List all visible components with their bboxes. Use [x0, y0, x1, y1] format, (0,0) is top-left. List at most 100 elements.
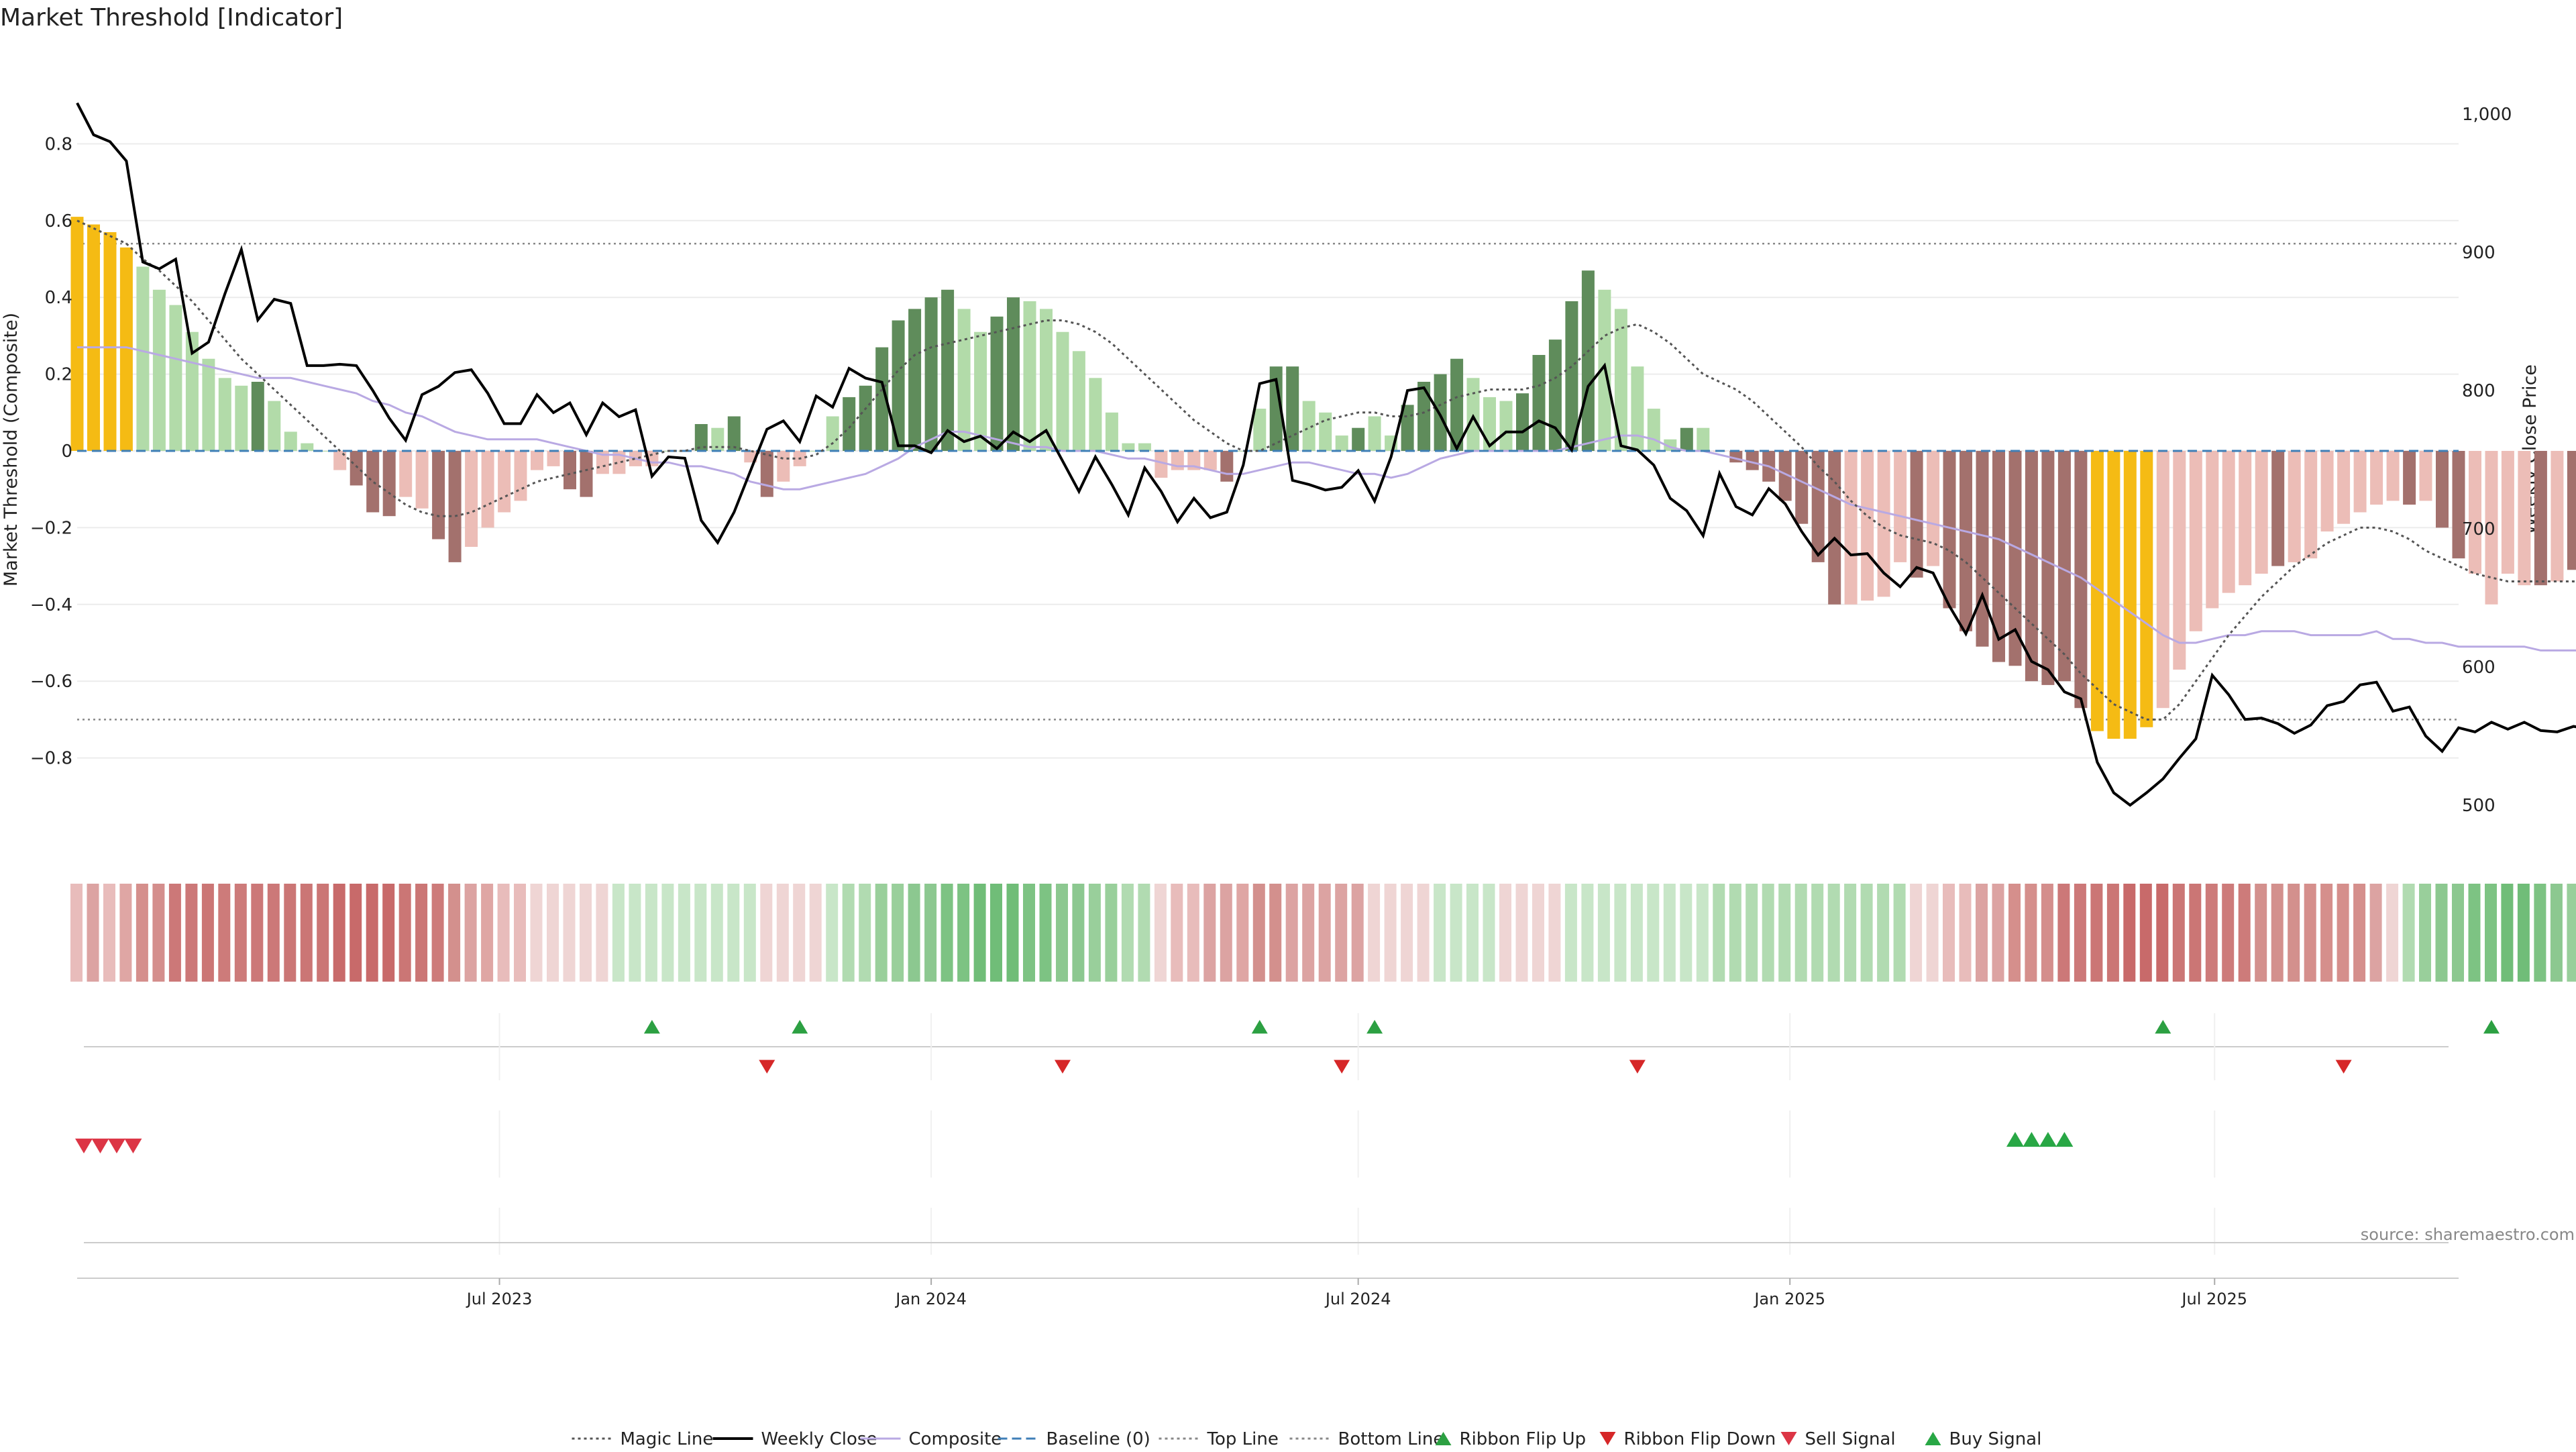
ribbon-cell — [2008, 884, 2021, 982]
signals — [75, 1132, 2449, 1243]
ribbon-cell — [760, 884, 772, 982]
ribbon-cell — [711, 884, 723, 982]
ribbon-cell — [103, 884, 115, 982]
ribbon-cell — [1647, 884, 1659, 982]
ribbon-cell — [1697, 884, 1709, 982]
composite-bar — [482, 451, 494, 527]
ribbon-cell — [1319, 884, 1331, 982]
ribbon-cell — [317, 884, 329, 982]
composite-bar — [2074, 451, 2087, 708]
composite-bar — [547, 451, 560, 466]
composite-bar — [498, 451, 511, 513]
y2-tick-label: 1,000 — [2462, 105, 2512, 125]
composite-bar — [1057, 332, 1069, 451]
composite-bar — [1286, 366, 1299, 451]
composite-bar — [2124, 451, 2137, 739]
ribbon-cell — [1894, 884, 1906, 982]
ribbon-cell — [2469, 884, 2481, 982]
ribbon-cell — [2386, 884, 2398, 982]
ribbon-cell — [2189, 884, 2201, 982]
composite-bar — [974, 332, 987, 451]
ribbon-flip-down-marker — [2336, 1060, 2352, 1074]
composite-bar — [268, 401, 280, 451]
composite-bar — [416, 451, 429, 509]
ribbon-cell — [694, 884, 706, 982]
ribbon-cell — [2485, 884, 2497, 982]
ribbon-cell — [1992, 884, 2004, 982]
legend-label: Composite — [909, 1429, 1002, 1449]
ribbon-cell — [826, 884, 838, 982]
x-tick-label: Jan 2024 — [894, 1290, 967, 1308]
ribbon-cell — [1532, 884, 1544, 982]
ribbon-cell — [1680, 884, 1692, 982]
ribbon-cell — [2255, 884, 2267, 982]
composite-bar — [71, 217, 84, 451]
composite-bar — [2025, 451, 2038, 681]
ribbon-cell — [1385, 884, 1397, 982]
ribbon-cell — [1450, 884, 1462, 982]
composite-bar — [1220, 451, 1233, 482]
composite-bar — [2551, 451, 2563, 582]
composite-bar — [465, 451, 478, 547]
composite-bar — [1976, 451, 1989, 647]
composite-bar — [1319, 413, 1332, 451]
ribbon-cell — [268, 884, 280, 982]
ribbon-cell — [1844, 884, 1856, 982]
composite-bar — [2157, 451, 2169, 708]
ribbon-cell — [1664, 884, 1676, 982]
ribbon-flip-up-marker — [2483, 1020, 2500, 1033]
composite-bar — [2337, 451, 2350, 524]
y2-tick-label: 500 — [2462, 796, 2496, 816]
ribbon-cell — [1548, 884, 1560, 982]
composite-bar — [515, 451, 527, 501]
ribbon-cell — [2419, 884, 2431, 982]
ribbon-cell — [415, 884, 427, 982]
composite-bar — [1106, 413, 1118, 451]
y-tick-label: 0 — [61, 442, 72, 462]
ribbon-cell — [1269, 884, 1281, 982]
ribbon-cell — [1401, 884, 1413, 982]
ribbon-cell — [678, 884, 690, 982]
composite-bar — [432, 451, 445, 539]
legend-label: Top Line — [1207, 1429, 1279, 1449]
composite-bar — [1680, 428, 1693, 451]
ribbon-cell — [2353, 884, 2365, 982]
ribbon-flip-up-marker — [1366, 1020, 1383, 1033]
composite-bar — [2534, 451, 2547, 585]
ribbon-cell — [169, 884, 181, 982]
ribbon-cell — [1516, 884, 1528, 982]
composite-bar — [2567, 451, 2576, 570]
composite-bar — [1500, 401, 1513, 451]
composite-bar — [991, 317, 1004, 451]
ribbon-cell — [1302, 884, 1314, 982]
composite-bar — [136, 266, 149, 451]
composite-bar — [1138, 444, 1151, 451]
composite-bar — [728, 417, 741, 452]
composite-bar — [531, 451, 543, 470]
composite-bar — [2354, 451, 2367, 513]
y2-tick-label: 600 — [2462, 658, 2496, 678]
composite-bar — [2222, 451, 2235, 593]
ribbon-cell — [1286, 884, 1298, 982]
composite-bar — [1303, 401, 1316, 451]
composite-bar — [1089, 378, 1102, 451]
ribbon-flip-down-marker — [759, 1060, 775, 1074]
composite-bar — [908, 309, 921, 451]
ribbon-flips — [84, 1013, 2500, 1255]
ribbon-cell — [465, 884, 477, 982]
x-tick-label: Jan 2025 — [1753, 1290, 1825, 1308]
composite-bar — [2173, 451, 2186, 670]
composite-bar — [1253, 409, 1266, 451]
ribbon-cell — [1089, 884, 1101, 982]
ribbon-cell — [1368, 884, 1380, 982]
ribbon-cell — [1581, 884, 1593, 982]
y-tick-label: 0.8 — [45, 134, 72, 154]
ribbon-cell — [2074, 884, 2086, 982]
ribbon-cell — [1910, 884, 1922, 982]
source-label: source: sharemaestro.com — [2361, 1225, 2575, 1244]
composite-bar — [1697, 428, 1709, 451]
ribbon-cell — [2567, 884, 2576, 982]
ribbon-cell — [1598, 884, 1610, 982]
